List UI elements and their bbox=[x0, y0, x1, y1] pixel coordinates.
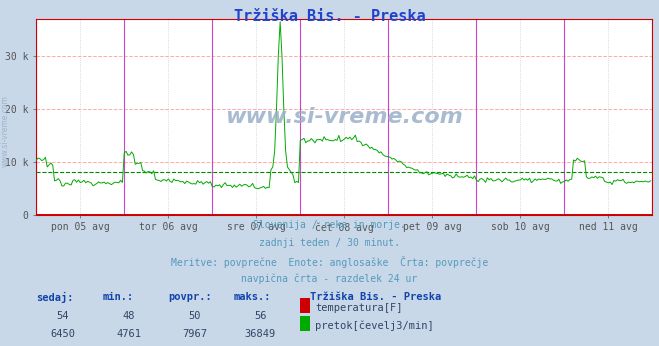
Text: maks.:: maks.: bbox=[234, 292, 272, 302]
Text: povpr.:: povpr.: bbox=[168, 292, 212, 302]
Text: 4761: 4761 bbox=[116, 329, 141, 339]
Text: Tržiška Bis. - Preska: Tržiška Bis. - Preska bbox=[234, 9, 425, 24]
Text: www.si-vreme.com: www.si-vreme.com bbox=[1, 95, 10, 167]
Text: sedaj:: sedaj: bbox=[36, 292, 74, 303]
Text: 56: 56 bbox=[254, 311, 266, 321]
Text: 7967: 7967 bbox=[182, 329, 207, 339]
Text: 6450: 6450 bbox=[50, 329, 75, 339]
Text: 50: 50 bbox=[188, 311, 200, 321]
Text: www.si-vreme.com: www.si-vreme.com bbox=[225, 107, 463, 127]
Text: zadnji teden / 30 minut.: zadnji teden / 30 minut. bbox=[259, 238, 400, 248]
Text: 36849: 36849 bbox=[244, 329, 276, 339]
Text: 54: 54 bbox=[57, 311, 69, 321]
Text: 48: 48 bbox=[123, 311, 134, 321]
Text: pretok[čevelj3/min]: pretok[čevelj3/min] bbox=[315, 321, 434, 331]
Text: Meritve: povprečne  Enote: anglosaške  Črta: povprečje: Meritve: povprečne Enote: anglosaške Črt… bbox=[171, 256, 488, 268]
Text: navpična črta - razdelek 24 ur: navpična črta - razdelek 24 ur bbox=[241, 274, 418, 284]
Text: Tržiška Bis. - Preska: Tržiška Bis. - Preska bbox=[310, 292, 441, 302]
Text: min.:: min.: bbox=[102, 292, 133, 302]
Text: Slovenija / reke in morje.: Slovenija / reke in morje. bbox=[253, 220, 406, 230]
Text: temperatura[F]: temperatura[F] bbox=[315, 303, 403, 313]
